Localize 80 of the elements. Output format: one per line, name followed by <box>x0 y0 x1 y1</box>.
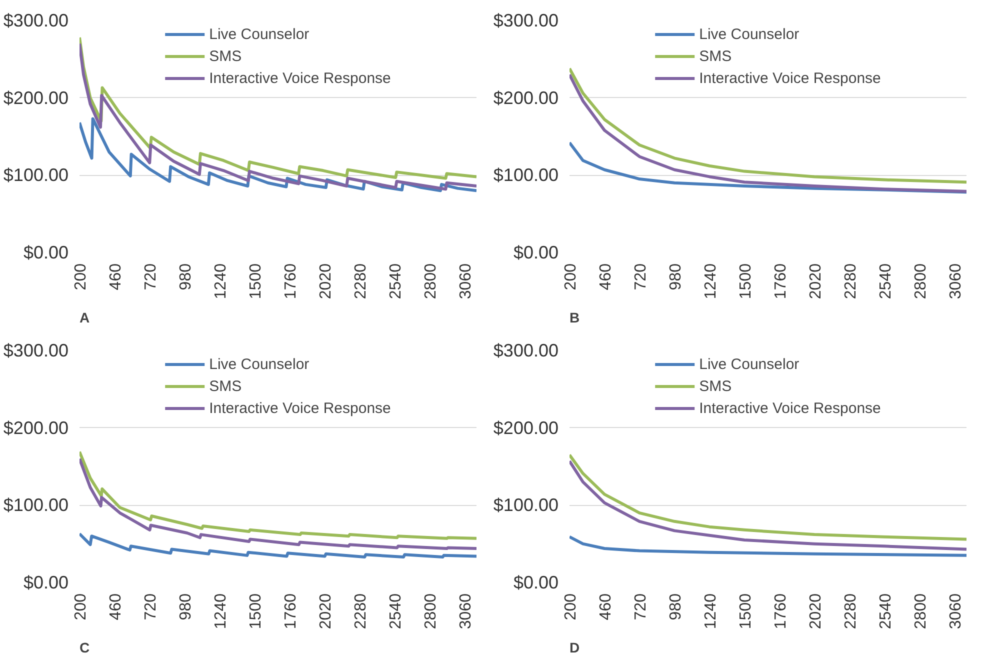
x-tick-label: 980 <box>177 263 194 290</box>
x-tick-label: 1760 <box>282 593 300 630</box>
x-tick-label: 2540 <box>877 593 894 630</box>
legend-label: SMS <box>699 47 732 65</box>
y-tick-label: $200.00 <box>493 418 559 438</box>
x-tick-label: 200 <box>72 263 90 290</box>
x-tick-label: 1500 <box>737 593 754 630</box>
x-tick-label: 1760 <box>772 263 790 300</box>
y-tick-label: $0.00 <box>23 242 69 262</box>
x-tick-label: 720 <box>632 263 650 290</box>
legend-label: Live Counselor <box>209 25 310 43</box>
x-tick-label: 2800 <box>422 263 440 300</box>
x-tick-label: 720 <box>142 593 160 620</box>
x-tick-label: 2020 <box>317 593 334 630</box>
y-tick-label: $0.00 <box>513 572 559 592</box>
x-tick-label: 2020 <box>317 263 334 300</box>
text: C <box>80 640 90 656</box>
legend-label: SMS <box>699 377 732 395</box>
y-tick-label: $100.00 <box>3 165 69 186</box>
y-tick-label: $100.00 <box>493 495 559 516</box>
y-tick-label: $0.00 <box>23 572 69 592</box>
x-tick-label: 460 <box>597 593 614 620</box>
y-tick-label: $200.00 <box>493 88 559 108</box>
x-tick-label: 2280 <box>842 263 860 300</box>
x-tick-label: 980 <box>667 593 684 620</box>
x-tick-label: 1500 <box>247 263 264 300</box>
y-tick-label: $0.00 <box>513 242 559 262</box>
x-tick-label: 2800 <box>422 593 440 630</box>
text: B <box>570 310 580 326</box>
y-tick-label: $300.00 <box>493 10 559 30</box>
y-tick-label: $300.00 <box>3 340 69 360</box>
x-tick-label: 460 <box>597 263 614 290</box>
x-tick-label: 980 <box>177 593 194 620</box>
x-tick-label: 3060 <box>457 593 474 630</box>
y-tick-label: $100.00 <box>3 495 69 516</box>
x-tick-label: 1240 <box>212 593 230 630</box>
x-tick-label: 2800 <box>912 593 930 630</box>
x-tick-label: 2280 <box>842 593 860 630</box>
x-tick-label: 200 <box>562 263 580 290</box>
y-tick-label: $100.00 <box>493 165 559 186</box>
x-tick-label: 980 <box>667 263 684 290</box>
x-tick-label: 460 <box>107 263 124 290</box>
x-tick-label: 720 <box>632 593 650 620</box>
x-tick-label: 720 <box>142 263 160 290</box>
x-tick-label: 2280 <box>352 263 370 300</box>
x-tick-label: 2280 <box>352 593 370 630</box>
x-tick-label: 2540 <box>387 263 404 300</box>
y-tick-label: $200.00 <box>3 88 69 108</box>
x-tick-label: 2020 <box>807 263 824 300</box>
x-tick-label: 1500 <box>247 593 264 630</box>
x-tick-label: 200 <box>72 593 90 620</box>
x-tick-label: 3060 <box>457 263 474 300</box>
legend-label: SMS <box>209 377 242 395</box>
x-tick-label: 1760 <box>282 263 300 300</box>
legend-label: Interactive Voice Response <box>209 69 391 87</box>
x-tick-label: 3060 <box>947 263 964 300</box>
y-tick-label: $300.00 <box>493 340 559 360</box>
x-tick-label: 1240 <box>702 593 720 630</box>
x-tick-label: 200 <box>562 593 580 620</box>
x-tick-label: 2800 <box>912 263 930 300</box>
x-tick-label: 460 <box>107 593 124 620</box>
legend-label: Live Counselor <box>699 355 800 373</box>
x-tick-label: 1240 <box>212 263 230 300</box>
x-tick-label: 3060 <box>947 593 964 630</box>
x-tick-label: 2020 <box>807 593 824 630</box>
legend-label: Live Counselor <box>209 355 310 373</box>
text: D <box>570 640 580 656</box>
legend-label: Interactive Voice Response <box>209 399 391 417</box>
legend-label: SMS <box>209 47 242 65</box>
x-tick-label: 1500 <box>737 263 754 300</box>
x-tick-label: 1760 <box>772 593 790 630</box>
legend-label: Interactive Voice Response <box>699 399 881 417</box>
x-tick-label: 2540 <box>387 593 404 630</box>
legend-label: Interactive Voice Response <box>699 69 881 87</box>
y-tick-label: $300.00 <box>3 10 69 30</box>
x-tick-label: 1240 <box>702 263 720 300</box>
legend-label: Live Counselor <box>699 25 800 43</box>
text: A <box>80 310 90 326</box>
x-tick-label: 2540 <box>877 263 894 300</box>
y-tick-label: $200.00 <box>3 418 69 438</box>
